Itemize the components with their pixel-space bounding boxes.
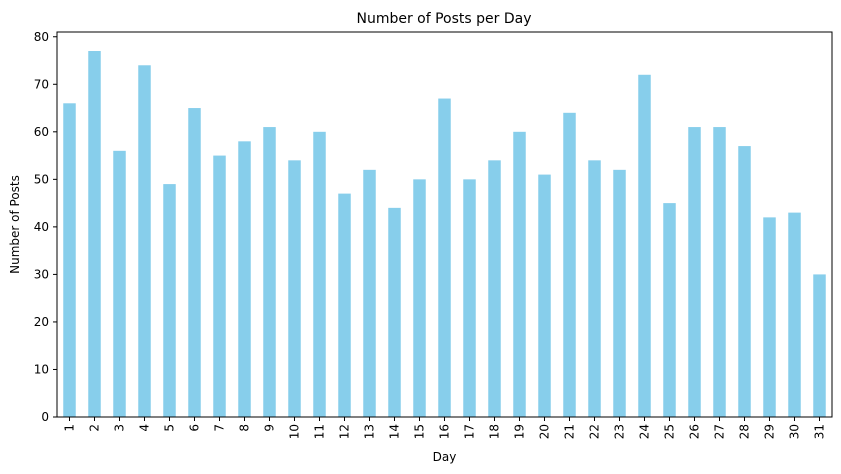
x-tick-label: 22 bbox=[588, 424, 602, 439]
bar-day-1 bbox=[63, 103, 76, 417]
y-tick-label: 10 bbox=[34, 362, 49, 376]
bar-day-18 bbox=[488, 160, 501, 418]
bar-day-16 bbox=[438, 98, 451, 417]
plot-frame bbox=[56, 31, 833, 418]
x-axis-title: Day bbox=[433, 450, 457, 464]
y-tick-label: 60 bbox=[34, 125, 49, 139]
bar-day-21 bbox=[563, 112, 576, 418]
x-tick-label: 23 bbox=[613, 424, 627, 439]
chart-title: Number of Posts per Day bbox=[356, 11, 531, 27]
x-tick-label: 8 bbox=[238, 424, 252, 432]
bar-day-27 bbox=[713, 127, 726, 417]
x-tick-label: 1 bbox=[63, 424, 77, 432]
bar-day-22 bbox=[588, 160, 601, 418]
y-tick-label: 0 bbox=[41, 410, 49, 424]
x-tick-label: 2 bbox=[88, 424, 102, 432]
bar-day-13 bbox=[363, 169, 376, 417]
x-tick-label: 10 bbox=[288, 424, 302, 439]
bar-day-10 bbox=[288, 160, 301, 418]
bar-day-15 bbox=[413, 179, 426, 417]
bar-day-25 bbox=[663, 203, 676, 417]
x-tick-label: 25 bbox=[663, 424, 677, 439]
y-tick-label: 40 bbox=[34, 220, 49, 234]
x-tick-label: 21 bbox=[563, 424, 577, 439]
x-tick-label: 29 bbox=[763, 424, 777, 439]
x-tick-label: 3 bbox=[113, 424, 127, 432]
x-tick-label: 16 bbox=[438, 424, 452, 439]
bar-day-5 bbox=[163, 184, 176, 417]
bars-group bbox=[63, 51, 826, 418]
x-tick-label: 28 bbox=[738, 424, 752, 439]
bar-day-28 bbox=[738, 146, 751, 417]
bar-day-9 bbox=[263, 127, 276, 417]
bar-day-4 bbox=[138, 65, 151, 417]
x-tick-label: 13 bbox=[363, 424, 377, 439]
x-axis: 1 2 3 4 5 6 7 8 9 10 11 12 13 14 15 16 17 18 19 20 21 22 23 24 2… bbox=[63, 417, 827, 439]
x-tick-label: 27 bbox=[713, 424, 727, 439]
y-tick-label: 80 bbox=[34, 30, 49, 44]
bar-day-3 bbox=[113, 150, 126, 418]
x-tick-label: 26 bbox=[688, 424, 702, 439]
x-tick-label: 5 bbox=[163, 424, 177, 432]
y-axis-title: Number of Posts bbox=[8, 175, 22, 274]
bar-day-2 bbox=[88, 51, 101, 418]
x-tick-label: 12 bbox=[338, 424, 352, 439]
bar-day-14 bbox=[388, 207, 401, 417]
bar-day-7 bbox=[213, 155, 226, 417]
bar-day-31 bbox=[813, 274, 826, 417]
x-tick-label: 9 bbox=[263, 424, 277, 432]
y-tick-label: 50 bbox=[34, 172, 49, 186]
bar-day-20 bbox=[538, 174, 551, 417]
bar-day-8 bbox=[238, 141, 251, 417]
x-tick-label: 15 bbox=[413, 424, 427, 439]
bar-day-17 bbox=[463, 179, 476, 417]
x-tick-label: 19 bbox=[513, 424, 527, 439]
bar-day-23 bbox=[613, 169, 626, 417]
y-axis: 0 10 20 30 40 50 60 70 80 bbox=[34, 30, 57, 424]
y-tick-label: 20 bbox=[34, 315, 49, 329]
bar-day-30 bbox=[788, 212, 801, 417]
bar-day-24 bbox=[638, 74, 651, 418]
x-tick-label: 6 bbox=[188, 424, 202, 432]
x-tick-label: 14 bbox=[388, 424, 402, 439]
x-tick-label: 24 bbox=[638, 424, 652, 439]
bar-day-11 bbox=[313, 131, 326, 417]
bar-day-6 bbox=[188, 108, 201, 418]
bar-day-26 bbox=[688, 127, 701, 417]
x-tick-label: 20 bbox=[538, 424, 552, 439]
x-tick-label: 17 bbox=[463, 424, 477, 439]
x-tick-label: 4 bbox=[138, 424, 152, 432]
x-tick-label: 7 bbox=[213, 424, 227, 432]
bar-day-19 bbox=[513, 131, 526, 417]
y-tick-label: 70 bbox=[34, 77, 49, 91]
y-tick-label: 30 bbox=[34, 267, 49, 281]
x-tick-label: 18 bbox=[488, 424, 502, 439]
bar-day-12 bbox=[338, 193, 351, 417]
x-tick-label: 30 bbox=[788, 424, 802, 439]
x-tick-label: 31 bbox=[813, 424, 827, 439]
bar-day-29 bbox=[763, 217, 776, 417]
x-tick-label: 11 bbox=[313, 424, 327, 439]
